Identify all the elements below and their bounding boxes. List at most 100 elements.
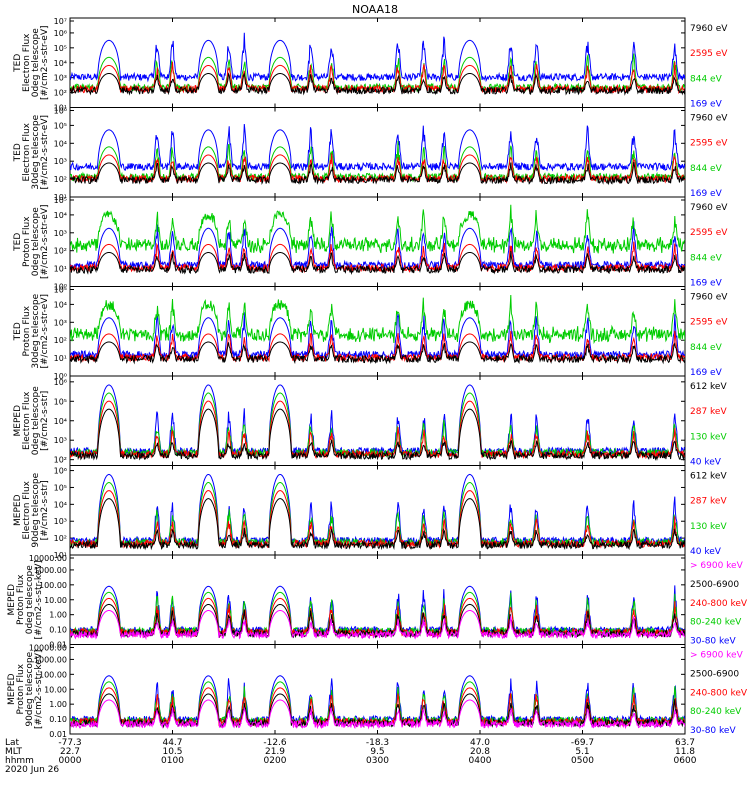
legend-entry: 844 eV [690,343,723,353]
legend-entry: 7960 eV [690,24,728,34]
legend-entry: 2595 eV [690,318,728,328]
series-line [70,61,685,95]
x-axis-row-label: hhmm [5,756,34,766]
series-group [70,294,685,365]
series-line [70,610,685,641]
series-line [70,204,685,254]
legend-entry: 7960 eV [690,114,728,124]
legend-entry: 287 keV [690,497,727,507]
y-tick-label: 10⁴ [54,300,67,309]
series-line [70,408,685,462]
series-line [70,585,685,636]
series-line [70,294,685,345]
y-tick-label: 1000.00 [34,566,67,575]
y-axis-label: Electron Flux [22,122,32,181]
y-axis-label: TED [13,54,23,73]
y-tick-label: 10⁴ [54,211,67,220]
y-tick-label: 10² [54,247,67,256]
series-line [70,123,685,172]
y-axis-label: MEPED [13,494,23,526]
series-line [70,481,685,548]
legend-entry: 2595 eV [690,49,728,59]
series-line [70,400,685,460]
y-tick-label: 0.10 [49,626,67,635]
y-tick-label: 10⁴ [54,500,67,509]
y-tick-label: 100.00 [39,581,67,590]
y-tick-label: 10.00 [44,685,67,694]
series-line [70,161,685,186]
y-tick-label: 10⁵ [54,44,67,53]
y-tick-label: 10000.00 [29,644,67,653]
legend-entry: 130 keV [690,432,727,442]
y-axis-label: Proton Flux [16,574,26,625]
series-group [70,473,685,551]
y-tick-label: 10¹ [54,193,67,202]
y-axis-label: TED [13,322,23,341]
series-line [70,140,685,183]
y-axis-label: [#/cm2-s-str-keV] [34,560,44,639]
y-tick-label: 10⁵ [54,483,67,492]
y-axis-label: 30deg telescope [31,114,41,189]
y-tick-label: 0.01 [49,641,67,650]
y-tick-label: 10² [54,89,67,98]
y-tick-label: 10³ [54,157,67,166]
date-label: 2020 Jun 26 [5,765,59,775]
x-tick-label: 0600 [674,756,697,766]
y-axis-label: 0deg telescope [25,565,35,635]
y-axis-label: MEPED [7,673,17,705]
y-tick-label: 1.00 [49,611,67,620]
y-tick-label: 10² [54,336,67,345]
y-tick-label: 10⁶ [54,467,67,476]
y-tick-label: 10³ [54,318,67,327]
y-axis-label: [#/cm2-s-str-eV] [40,204,50,279]
panel-ted-proton-0deg: 10⁰ 10¹ 10² 10³ 10⁴ 10⁵ TED Proton Flux 0deg tel… [13,196,728,292]
y-axis-label: Electron Flux [22,391,32,450]
x-tick-label: 9.5 [370,747,384,757]
y-tick-label: 10⁴ [54,417,67,426]
legend-entry: 2595 eV [690,228,728,238]
x-axis-row-label: Lat [5,738,20,748]
legend-entry: 80-240 keV [690,707,742,717]
y-tick-label: 10⁷ [54,17,67,26]
series-line [70,32,685,83]
panel-ted-electron-30deg: 10¹ 10² 10³ 10⁴ 10⁵ 10⁶ TED Electron Flux 30deg … [13,107,728,203]
y-axis-label: MEPED [13,405,23,437]
y-tick-label: 0.01 [49,730,67,739]
y-tick-label: 10⁵ [54,397,67,406]
y-tick-label: 10⁵ [54,121,67,130]
x-tick-label: 0300 [366,756,389,766]
y-axis-label: 0deg telescope [31,386,41,456]
x-tick-label: 0100 [161,756,184,766]
legend-entry: 169 eV [690,189,723,199]
x-tick-label: 21.9 [265,747,285,757]
x-tick-label: 63.7 [675,738,695,748]
legend-entry: > 6900 keV [690,651,744,661]
x-tick-label: 0000 [59,756,82,766]
panel-meped-electron-0deg: 10² 10³ 10⁴ 10⁵ 10⁶ MEPED Electron Flux 0deg te… [13,375,727,468]
y-axis-label: Electron Flux [22,480,32,539]
y-tick-label: 10³ [54,74,67,83]
y-tick-label: 10³ [54,229,67,238]
y-tick-label: 100.00 [39,670,67,679]
y-tick-label: 10³ [54,517,67,526]
y-axis-label: [#/cm2-s-str-keV] [34,650,44,729]
y-tick-label: 10⁰ [54,372,67,381]
series-line [70,473,685,546]
y-axis-label: 90deg telescope [25,651,35,726]
legend-entry: 844 eV [690,164,723,174]
chart-title: NOAA18 [352,3,398,16]
series-line [70,699,685,730]
legend-entry: 2500-6900 [690,669,739,679]
series-line [70,392,685,458]
legend-entry: 7960 eV [690,293,728,303]
series-group [70,123,685,186]
series-group [70,675,685,730]
x-tick-label: 0500 [571,756,594,766]
legend-entry: 240-800 keV [690,688,748,698]
y-tick-label: 10000.00 [29,554,67,563]
y-axis-label: TED [13,233,23,252]
y-axis-label: 90deg telescope [31,472,41,547]
x-tick-label: -77.3 [58,738,81,748]
y-axis-label: Proton Flux [22,216,32,267]
